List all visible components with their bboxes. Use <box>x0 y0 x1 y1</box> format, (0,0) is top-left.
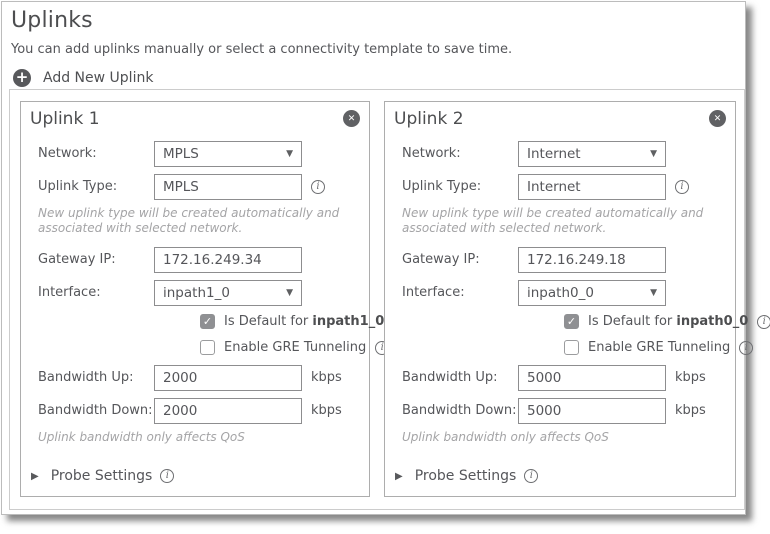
info-icon[interactable]: i <box>160 469 175 483</box>
is-default-label: Is Default for inpath0_0 <box>588 314 749 329</box>
is-default-label: Is Default for inpath1_0 <box>224 314 385 329</box>
page-title: Uplinks <box>11 8 93 33</box>
bandwidth-down-row: Bandwidth Down: kbps <box>30 397 360 424</box>
gateway-ip-input[interactable] <box>154 246 302 273</box>
add-new-uplink-label: Add New Uplink <box>43 70 154 86</box>
uplink-1-panel: Uplink 1 ✕ Network: MPLS ▼ Uplink Type: … <box>20 101 408 497</box>
chevron-down-icon: ▼ <box>286 287 293 298</box>
network-select-value: Internet <box>527 145 581 162</box>
probe-settings-toggle[interactable]: ▶ Probe Settings i <box>394 468 539 484</box>
uplink-1-header: Uplink 1 ✕ <box>30 108 360 134</box>
info-icon[interactable]: i <box>757 314 770 329</box>
bandwidth-down-row: Bandwidth Down: kbps <box>394 397 726 424</box>
uplink-1-title: Uplink 1 <box>30 109 100 129</box>
gateway-ip-label: Gateway IP: <box>402 252 480 267</box>
network-select[interactable]: Internet ▼ <box>518 140 666 167</box>
uplink-2-title: Uplink 2 <box>394 109 464 129</box>
network-label: Network: <box>38 146 97 161</box>
interface-row: Interface: inpath1_0 ▼ <box>30 279 360 306</box>
network-row: Network: MPLS ▼ <box>30 140 360 167</box>
info-icon[interactable]: i <box>524 469 539 483</box>
plus-icon: + <box>13 69 31 87</box>
uplink-type-row: Uplink Type: i <box>394 173 726 200</box>
is-default-checkbox[interactable]: ✓ <box>200 314 215 329</box>
uplink-2-header: Uplink 2 ✕ <box>394 108 726 134</box>
uplink-type-input[interactable] <box>154 173 302 200</box>
bandwidth-down-label: Bandwidth Down: <box>402 403 517 418</box>
bandwidth-down-label: Bandwidth Down: <box>38 403 153 418</box>
gre-tunneling-label: Enable GRE Tunneling <box>224 340 367 355</box>
interface-label: Interface: <box>402 285 465 300</box>
close-icon[interactable]: ✕ <box>709 110 726 127</box>
kbps-unit: kbps <box>675 403 706 418</box>
uplinks-screen: Uplinks You can add uplinks manually or … <box>1 1 770 515</box>
interface-select[interactable]: inpath0_0 ▼ <box>518 279 666 306</box>
bandwidth-down-input[interactable] <box>518 397 666 424</box>
uplink-type-label: Uplink Type: <box>38 179 118 194</box>
add-new-uplink-button[interactable]: + Add New Uplink <box>13 69 153 87</box>
check-icon: ✓ <box>566 315 577 328</box>
close-icon[interactable]: ✕ <box>343 110 360 127</box>
uplinks-container: Uplink 1 ✕ Network: MPLS ▼ Uplink Type: … <box>9 89 770 510</box>
probe-settings-label: Probe Settings <box>50 468 153 484</box>
bandwidth-up-input[interactable] <box>518 364 666 391</box>
bandwidth-up-label: Bandwidth Up: <box>38 370 134 385</box>
probe-settings-toggle[interactable]: ▶ Probe Settings i <box>30 468 175 484</box>
interface-row: Interface: inpath0_0 ▼ <box>394 279 726 306</box>
gre-tunneling-row: ✓ Enable GRE Tunneling i <box>200 338 390 357</box>
uplink-type-note: New uplink type will be created automati… <box>38 206 340 235</box>
info-icon[interactable]: i <box>311 179 325 194</box>
bandwidth-up-label: Bandwidth Up: <box>402 370 498 385</box>
page-header: Uplinks You can add uplinks manually or … <box>2 2 745 87</box>
gateway-ip-input[interactable] <box>518 246 666 273</box>
is-default-row: ✓ Is Default for inpath0_0 i <box>564 312 770 331</box>
network-select-value: MPLS <box>163 145 199 162</box>
is-default-row: ✓ Is Default for inpath1_0 i <box>200 312 408 331</box>
check-icon: ✓ <box>202 315 213 328</box>
is-default-interface-name: inpath0_0 <box>676 314 749 329</box>
triangle-right-icon: ▶ <box>31 470 39 482</box>
uplink-type-label: Uplink Type: <box>402 179 482 194</box>
triangle-right-icon: ▶ <box>395 470 403 482</box>
kbps-unit: kbps <box>311 403 342 418</box>
gre-tunneling-label: Enable GRE Tunneling <box>588 340 731 355</box>
gateway-ip-row: Gateway IP: <box>394 246 726 273</box>
bandwidth-note: Uplink bandwidth only affects QoS <box>402 430 609 444</box>
network-label: Network: <box>402 146 461 161</box>
bandwidth-up-input[interactable] <box>154 364 302 391</box>
gre-tunneling-row: ✓ Enable GRE Tunneling i <box>564 338 754 357</box>
kbps-unit: kbps <box>311 370 342 385</box>
uplink-2-panel: Uplink 2 ✕ Network: Internet ▼ Uplink Ty… <box>384 101 770 497</box>
probe-settings-label: Probe Settings <box>414 468 517 484</box>
bandwidth-up-row: Bandwidth Up: kbps <box>394 364 726 391</box>
interface-select-value: inpath0_0 <box>527 284 594 301</box>
gateway-ip-row: Gateway IP: <box>30 246 360 273</box>
gre-tunneling-checkbox[interactable]: ✓ <box>200 340 215 355</box>
bandwidth-note: Uplink bandwidth only affects QoS <box>38 430 245 444</box>
bandwidth-up-row: Bandwidth Up: kbps <box>30 364 360 391</box>
network-row: Network: Internet ▼ <box>394 140 726 167</box>
kbps-unit: kbps <box>675 370 706 385</box>
uplink-type-note: New uplink type will be created automati… <box>402 206 704 235</box>
interface-select-value: inpath1_0 <box>163 284 230 301</box>
chevron-down-icon: ▼ <box>650 148 657 159</box>
gateway-ip-label: Gateway IP: <box>38 252 116 267</box>
page-subtitle: You can add uplinks manually or select a… <box>11 42 513 57</box>
info-icon[interactable]: i <box>739 340 754 355</box>
bandwidth-down-input[interactable] <box>154 397 302 424</box>
is-default-interface-name: inpath1_0 <box>312 314 385 329</box>
interface-select[interactable]: inpath1_0 ▼ <box>154 279 302 306</box>
info-icon[interactable]: i <box>675 179 689 194</box>
chevron-down-icon: ▼ <box>286 148 293 159</box>
uplink-type-row: Uplink Type: i <box>30 173 360 200</box>
gre-tunneling-checkbox[interactable]: ✓ <box>564 340 579 355</box>
network-select[interactable]: MPLS ▼ <box>154 140 302 167</box>
is-default-checkbox[interactable]: ✓ <box>564 314 579 329</box>
uplink-type-input[interactable] <box>518 173 666 200</box>
interface-label: Interface: <box>38 285 101 300</box>
chevron-down-icon: ▼ <box>650 287 657 298</box>
